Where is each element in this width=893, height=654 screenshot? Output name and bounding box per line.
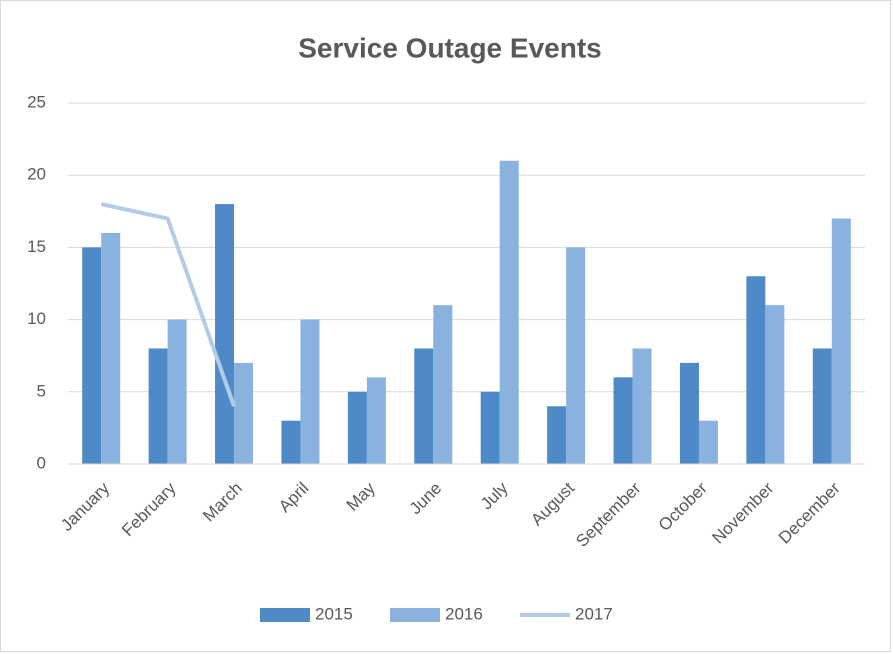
bar — [480, 391, 500, 464]
y-tick-label: 10 — [27, 309, 46, 328]
bar — [566, 247, 586, 464]
bar — [347, 391, 367, 464]
legend-swatch — [390, 608, 440, 622]
line — [100, 202, 236, 407]
bar — [366, 377, 386, 464]
bar — [765, 305, 785, 464]
legend-label: 2017 — [575, 604, 613, 623]
bar — [698, 420, 718, 464]
y-tick-label: 25 — [27, 92, 46, 111]
bar — [234, 362, 254, 464]
bar — [101, 232, 121, 464]
bar — [215, 204, 235, 464]
bar — [414, 348, 434, 464]
bar — [679, 362, 699, 464]
legend-swatch — [260, 608, 310, 622]
bar — [300, 319, 320, 464]
y-tick-label: 0 — [37, 453, 46, 472]
bar — [746, 276, 766, 464]
bar — [499, 160, 519, 464]
y-tick-label: 15 — [27, 237, 46, 256]
bar — [281, 420, 301, 464]
bar — [148, 348, 168, 464]
bar — [831, 218, 851, 464]
legend-item: 2015 — [260, 604, 353, 623]
bar — [82, 247, 102, 464]
legend-label: 2015 — [315, 604, 353, 623]
y-tick-label: 20 — [27, 165, 46, 184]
bar — [632, 348, 652, 464]
bar — [812, 348, 832, 464]
legend-label: 2016 — [445, 604, 483, 623]
bar — [433, 305, 453, 464]
bar — [547, 406, 567, 464]
bar — [167, 319, 187, 464]
legend-item: 2017 — [520, 604, 613, 623]
chart-title: Service Outage Events — [298, 32, 601, 63]
y-tick-label: 5 — [37, 381, 46, 400]
bar — [613, 377, 633, 464]
legend-item: 2016 — [390, 604, 483, 623]
